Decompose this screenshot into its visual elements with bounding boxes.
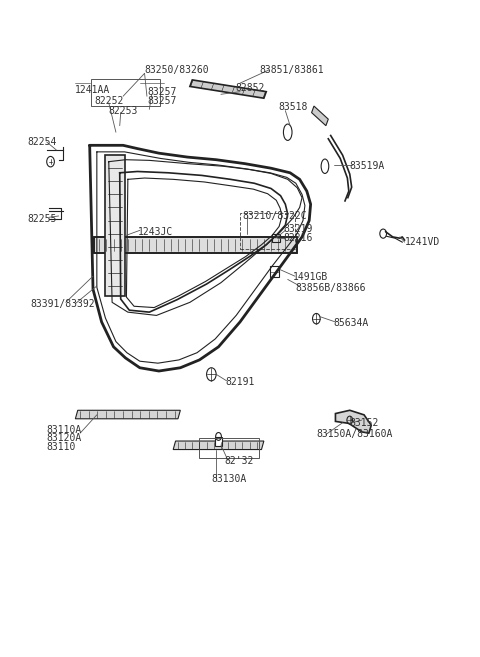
Text: 85634A: 85634A	[333, 318, 368, 328]
Text: 83257: 83257	[147, 96, 176, 106]
Text: 83257: 83257	[147, 87, 176, 97]
Bar	[199, 438, 259, 458]
Ellipse shape	[283, 124, 292, 141]
Text: 1241AA: 1241AA	[75, 85, 110, 95]
Text: 82255: 82255	[28, 214, 57, 223]
Text: 83150A/83160A: 83150A/83160A	[316, 430, 393, 440]
Text: 83130A: 83130A	[211, 474, 247, 484]
Ellipse shape	[321, 159, 329, 173]
Text: 1243JC: 1243JC	[137, 227, 173, 237]
Text: 83391/83392: 83391/83392	[30, 299, 95, 309]
Text: 83518: 83518	[278, 102, 308, 112]
Polygon shape	[190, 80, 266, 98]
Bar	[91, 79, 160, 106]
Text: 83210/8322C: 83210/8322C	[242, 211, 307, 221]
Polygon shape	[312, 106, 328, 125]
Text: 83110: 83110	[47, 442, 76, 452]
Bar	[240, 213, 295, 249]
Bar	[106, 155, 124, 296]
Text: 83152: 83152	[350, 419, 379, 428]
Polygon shape	[336, 410, 371, 433]
Text: 83250/83260: 83250/83260	[144, 65, 209, 75]
Text: 82216: 82216	[283, 233, 312, 243]
Text: 82252: 82252	[95, 96, 124, 106]
Text: 1491GB: 1491GB	[292, 273, 328, 283]
Text: 82254: 82254	[28, 137, 57, 147]
Bar	[273, 235, 280, 242]
Bar	[95, 237, 297, 253]
Text: 83851/83861: 83851/83861	[259, 65, 324, 75]
Text: 83519A: 83519A	[350, 161, 385, 171]
Text: 82852: 82852	[235, 83, 264, 93]
Text: 82191: 82191	[226, 377, 255, 387]
Text: 83219: 83219	[283, 224, 312, 234]
Text: 82253: 82253	[109, 106, 138, 116]
Text: 83110A: 83110A	[47, 425, 82, 435]
Bar	[215, 437, 222, 446]
Bar	[270, 266, 279, 277]
Text: 83120A: 83120A	[47, 434, 82, 443]
Polygon shape	[75, 410, 180, 419]
Text: 1241VD: 1241VD	[405, 237, 440, 247]
Polygon shape	[173, 441, 264, 449]
Text: 82'32: 82'32	[225, 456, 254, 466]
Text: 83856B/83866: 83856B/83866	[295, 283, 365, 293]
Bar	[95, 237, 297, 253]
